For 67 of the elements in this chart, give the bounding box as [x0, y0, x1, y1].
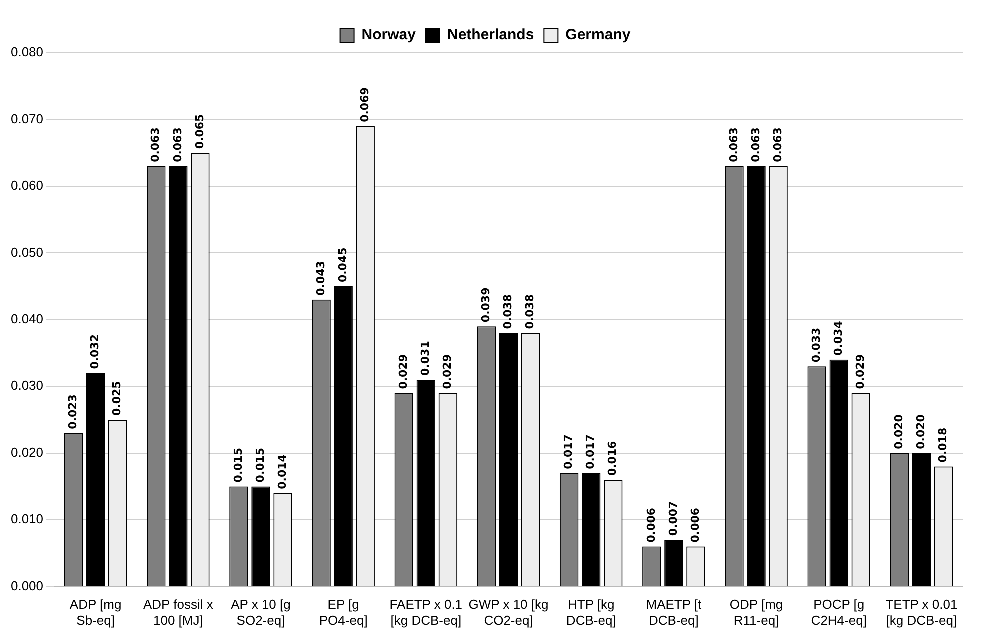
- x-tick-label: ODP [mg R11-eq]: [730, 597, 784, 628]
- y-tick-label: 0.020: [10, 444, 44, 460]
- data-label: 0.063: [749, 128, 762, 162]
- y-tick-label: 0.040: [10, 311, 44, 326]
- y-tick-label: 0.000: [10, 578, 44, 594]
- data-label: 0.020: [914, 414, 928, 450]
- x-tick-label: POCP [g C2H4-eq]: [811, 597, 867, 628]
- x-tick-label: ADP [mg Sb-eq]: [70, 597, 122, 628]
- data-label: 0.015: [232, 448, 245, 483]
- data-label: 0.006: [644, 508, 658, 543]
- x-tick-label: MAETP [t DCB-eq]: [646, 597, 702, 628]
- data-label: 0.032: [88, 334, 102, 370]
- data-label: 0.069: [358, 88, 372, 122]
- data-label: 0.031: [419, 341, 432, 376]
- x-tick-label: ADP fossil x 100 [MJ]: [143, 597, 214, 628]
- x-tick-label: AP x 10 [g SO2-eq]: [231, 597, 291, 628]
- bar: [912, 453, 932, 586]
- x-tick-label: HTP [kg DCB-eq]: [566, 597, 616, 628]
- data-label: 0.006: [688, 508, 702, 543]
- data-label: 0.007: [666, 501, 680, 536]
- bar: [499, 333, 518, 586]
- data-label: 0.038: [524, 294, 537, 330]
- x-tick-label: EP [g PO4-eq]: [319, 597, 368, 628]
- bar: [582, 473, 601, 586]
- bar: [334, 286, 353, 586]
- y-tick-label: 0.060: [10, 178, 44, 194]
- data-label: 0.025: [110, 381, 124, 416]
- data-label: 0.045: [336, 248, 350, 283]
- data-label: 0.014: [276, 454, 289, 490]
- data-label: 0.016: [606, 440, 620, 476]
- bar: [747, 166, 766, 586]
- data-label: 0.017: [562, 434, 576, 470]
- bar: [252, 486, 270, 586]
- y-tick-label: 0.010: [10, 512, 44, 527]
- x-tick-label: FAETP x 0.1 [kg DCB-eq]: [390, 597, 463, 628]
- y-tick-label: 0.050: [10, 244, 44, 260]
- data-label: 0.029: [854, 354, 867, 390]
- y-tick-label: 0.030: [10, 378, 44, 394]
- y-tick-label: 0.070: [10, 111, 44, 126]
- data-label: 0.017: [584, 434, 598, 470]
- data-label: 0.023: [66, 394, 80, 430]
- x-tick-label: GWP x 10 [kg CO2-eq]: [468, 597, 549, 628]
- bar: [830, 360, 848, 586]
- data-label: 0.063: [171, 128, 184, 162]
- legend-label: Netherlands: [447, 26, 534, 44]
- data-label: 0.063: [771, 128, 784, 162]
- legend-label: Norway: [362, 26, 417, 44]
- data-label: 0.065: [193, 114, 206, 150]
- bar: [416, 380, 436, 586]
- bar: [664, 540, 684, 586]
- x-tick-label: TETP x 0.01 [kg DCB-eq]: [886, 597, 958, 628]
- legend-label: Germany: [566, 26, 632, 44]
- data-label: 0.034: [832, 320, 845, 356]
- bar: [169, 166, 188, 586]
- data-label: 0.020: [892, 414, 906, 450]
- bar: [86, 373, 106, 586]
- data-label: 0.029: [441, 354, 454, 390]
- data-label: 0.015: [254, 448, 267, 483]
- data-label: 0.029: [397, 354, 410, 390]
- data-label: 0.063: [149, 128, 162, 162]
- data-label: 0.043: [314, 261, 328, 296]
- data-label: 0.039: [480, 288, 493, 323]
- data-label: 0.063: [727, 128, 740, 162]
- y-tick-label: 0.080: [10, 44, 44, 60]
- data-label: 0.038: [502, 294, 515, 330]
- data-label: 0.018: [936, 428, 950, 463]
- data-label: 0.033: [810, 328, 823, 363]
